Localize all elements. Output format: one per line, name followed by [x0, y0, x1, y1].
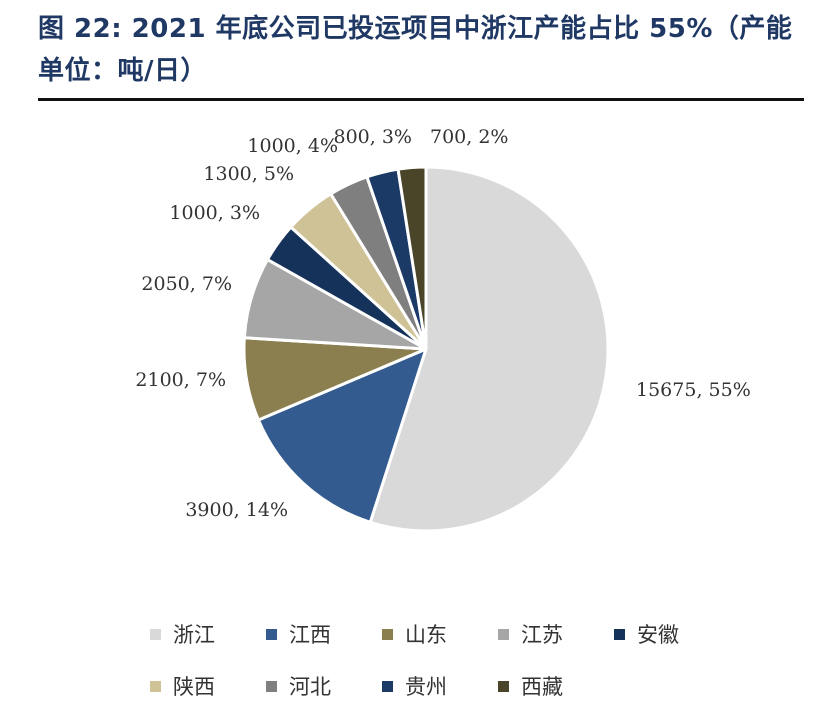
data-label: 1000, 3%	[169, 202, 260, 224]
pie-slice-1	[368, 165, 610, 533]
legend-swatch	[382, 628, 393, 640]
legend-label: 贵州	[405, 675, 447, 699]
legend-item: 河北	[266, 671, 382, 701]
legend-label: 山东	[405, 623, 447, 647]
legend-swatch	[150, 628, 161, 640]
chart-title: 图 22: 2021 年底公司已投运项目中浙江产能占比 55%（产能单位：吨/日…	[38, 14, 793, 86]
legend-swatch	[614, 628, 625, 640]
legend-item: 陕西	[150, 671, 266, 701]
data-label: 1000, 4%	[247, 135, 338, 157]
legend-swatch	[382, 680, 393, 692]
legend-label: 西藏	[521, 675, 563, 699]
legend-label: 江西	[289, 623, 331, 647]
legend-item: 浙江	[150, 619, 266, 649]
legend-label: 河北	[289, 675, 331, 699]
legend-swatch	[266, 628, 277, 640]
data-label: 3900, 14%	[185, 499, 288, 521]
data-label: 2050, 7%	[141, 273, 232, 295]
legend-label: 江苏	[521, 623, 563, 647]
legend-label: 浙江	[173, 623, 215, 647]
legend-item: 安徽	[614, 619, 730, 649]
chart-legend: 浙江 江西 山东 江苏 安徽陕西 河北 贵州 西藏	[150, 608, 770, 712]
legend-label: 陕西	[173, 675, 215, 699]
title-divider	[38, 98, 804, 101]
data-label: 1300, 5%	[203, 163, 294, 185]
data-label: 800, 3%	[334, 126, 413, 148]
data-label: 700, 2%	[430, 126, 509, 148]
data-label: 2100, 7%	[135, 369, 226, 391]
legend-row: 陕西 河北 贵州 西藏	[150, 660, 770, 712]
legend-swatch	[150, 680, 161, 692]
legend-swatch	[498, 628, 509, 640]
legend-swatch	[266, 680, 277, 692]
legend-label: 安徽	[637, 623, 679, 647]
pie-chart: 15675, 55% 3900, 14% 2100, 7% 2050, 7% 1000,…	[135, 126, 751, 533]
data-label: 15675, 55%	[636, 379, 751, 401]
legend-row: 浙江 江西 山东 江苏 安徽	[150, 608, 770, 660]
pie-slice-9	[396, 165, 428, 351]
legend-item: 江西	[266, 619, 382, 649]
legend-item: 山东	[382, 619, 498, 649]
legend-item: 江苏	[498, 619, 614, 649]
legend-swatch	[498, 680, 509, 692]
legend-item: 贵州	[382, 671, 498, 701]
legend-item: 西藏	[498, 671, 614, 701]
pie-slice-2	[256, 347, 428, 524]
